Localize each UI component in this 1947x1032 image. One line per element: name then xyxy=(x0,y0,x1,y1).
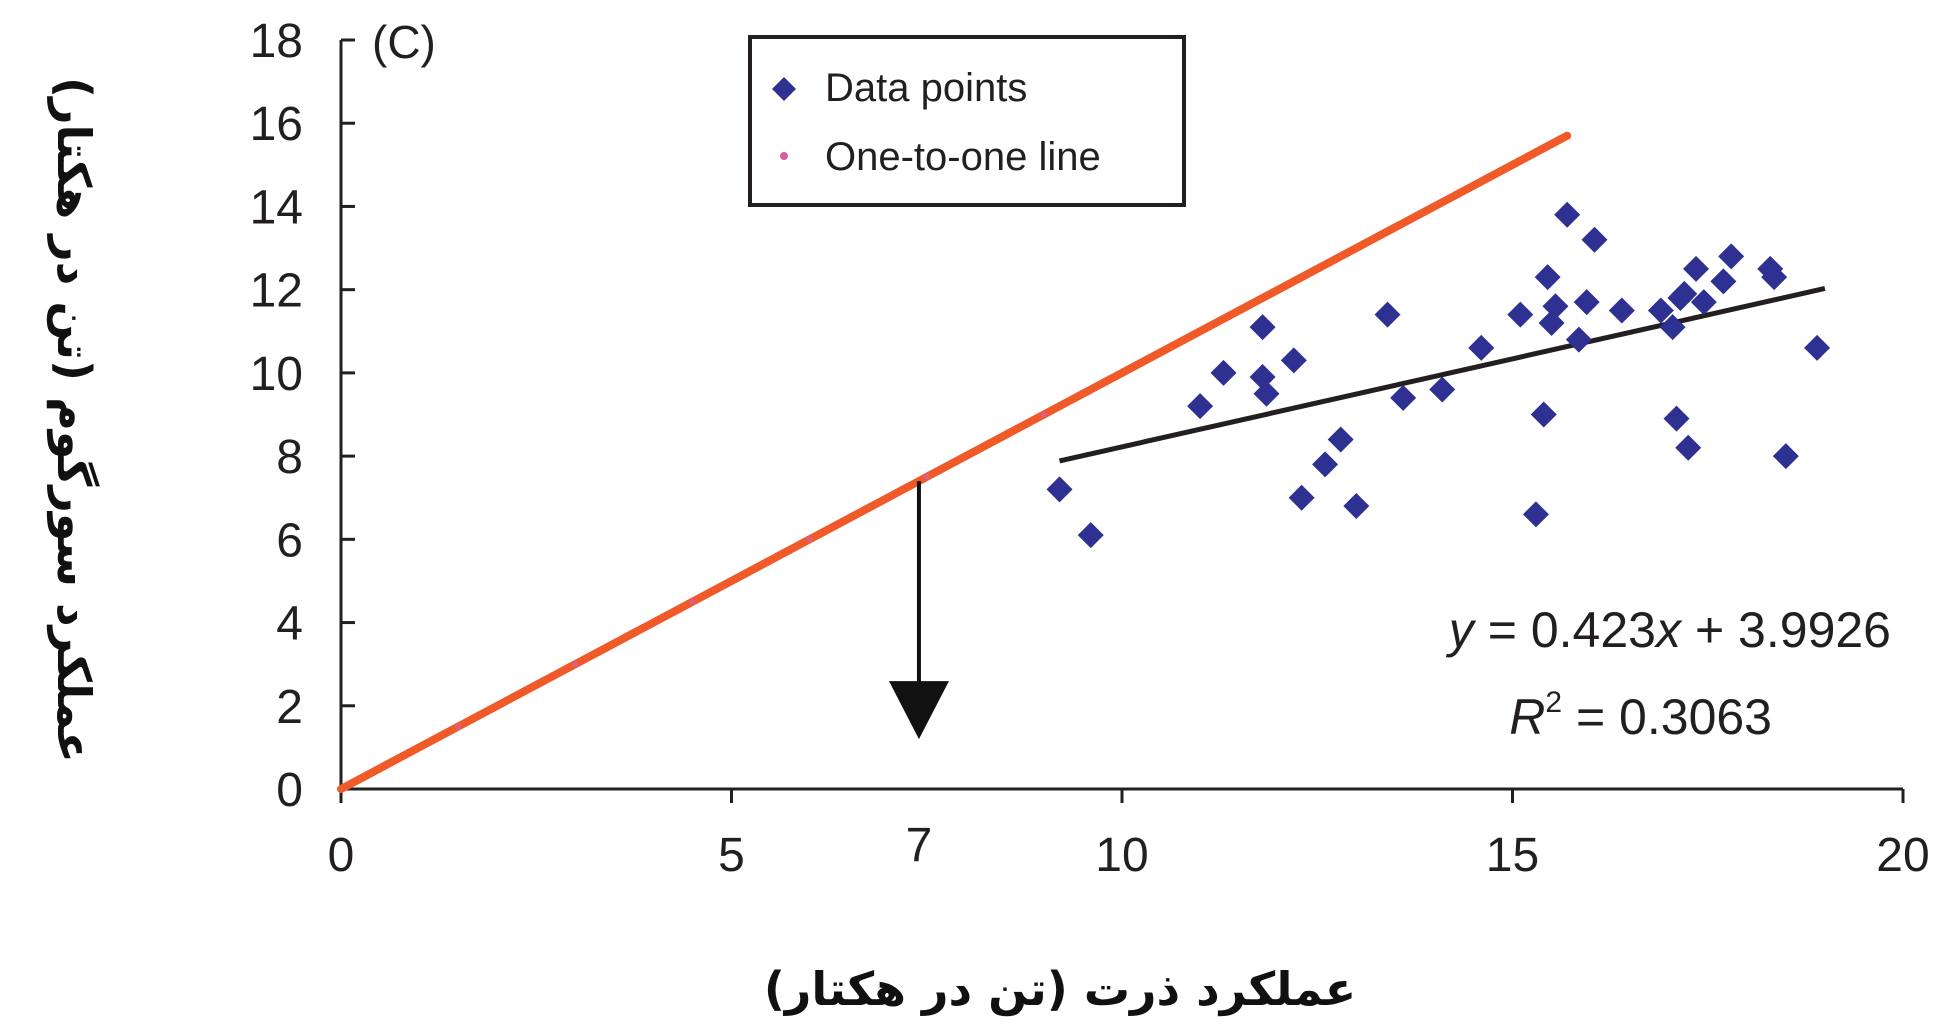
data-point xyxy=(1565,326,1592,353)
x-tick-label: 15 xyxy=(1486,829,1539,882)
r-squared-value: = 0.3063 xyxy=(1562,689,1772,745)
data-point xyxy=(1343,493,1370,520)
data-point xyxy=(1288,484,1315,511)
data-point xyxy=(1554,201,1581,228)
y-tick-label: 2 xyxy=(276,681,303,734)
data-point xyxy=(1581,226,1608,253)
data-point xyxy=(1675,434,1702,461)
y-tick-label: 12 xyxy=(250,265,303,318)
arrow-head xyxy=(888,681,949,740)
legend: Data points One-to-one line xyxy=(748,35,1186,207)
equation-y: y xyxy=(1446,602,1477,658)
legend-entry-one-to-one: One-to-one line xyxy=(825,135,1101,179)
y-tick-label: 14 xyxy=(250,181,303,234)
data-point xyxy=(1573,289,1600,316)
x-tick-label: 10 xyxy=(1095,829,1148,882)
arrow-label: 7 xyxy=(906,819,933,872)
data-point xyxy=(1542,293,1569,320)
y-tick-label: 0 xyxy=(276,764,303,817)
data-point xyxy=(1647,297,1674,324)
legend-box xyxy=(748,35,1186,207)
one-to-one-point xyxy=(923,473,930,480)
panel-label: (C) xyxy=(372,16,436,68)
data-point xyxy=(1210,359,1237,386)
equation-middle: = 0.423 xyxy=(1488,602,1656,658)
x-ticks: 0 5 10 15 20 xyxy=(328,789,1930,882)
one-to-one-point xyxy=(689,598,696,605)
y-axis-title: عملکرد سورگوم (تن در هکتار) xyxy=(47,77,101,763)
legend-diamond-marker xyxy=(772,77,796,101)
y-tick-label: 6 xyxy=(276,514,303,567)
data-point xyxy=(1772,443,1799,470)
data-point xyxy=(1187,393,1214,420)
data-point xyxy=(1312,451,1339,478)
data-point xyxy=(1718,243,1745,270)
regression-equation: y = 0.423x + 3.9926 xyxy=(1446,602,1891,658)
data-point xyxy=(1534,264,1561,291)
y-tick-label: 4 xyxy=(276,598,303,651)
data-point xyxy=(1429,376,1456,403)
r-squared: R2 = 0.3063 xyxy=(1509,686,1772,745)
data-point xyxy=(1046,476,1073,503)
one-to-one-point xyxy=(455,723,462,730)
data-point xyxy=(1374,301,1401,328)
data-point xyxy=(1522,501,1549,528)
y-ticks: 0 2 4 6 8 10 12 14 16 18 xyxy=(250,15,355,817)
legend-entry-data-points: Data points xyxy=(825,66,1027,110)
data-point xyxy=(1671,280,1698,307)
data-point xyxy=(1804,334,1831,361)
one-to-one-markers xyxy=(455,411,1047,730)
equation-tail: + 3.9926 xyxy=(1695,602,1891,658)
one-to-one-point xyxy=(572,661,579,668)
data-point xyxy=(1690,289,1717,316)
one-to-one-point xyxy=(1040,411,1047,418)
r-squared-exponent: 2 xyxy=(1545,686,1562,719)
data-point xyxy=(1530,401,1557,428)
data-point xyxy=(1327,426,1354,453)
data-point xyxy=(1608,297,1635,324)
data-point xyxy=(1683,255,1710,282)
x-tick-label: 20 xyxy=(1876,829,1929,882)
x-axis-title: عملکرد ذرت (تن در هکتار) xyxy=(764,962,1356,1016)
y-tick-label: 10 xyxy=(250,348,303,401)
data-point xyxy=(1390,384,1417,411)
legend-diamond-shape xyxy=(772,77,796,101)
data-point xyxy=(1663,405,1690,432)
trendline xyxy=(1058,285,1826,464)
data-points xyxy=(1046,201,1831,549)
data-point xyxy=(1249,314,1276,341)
data-point xyxy=(1710,268,1737,295)
equation-x: x xyxy=(1654,602,1683,658)
one-to-one-line xyxy=(337,131,1572,793)
data-point xyxy=(1507,301,1534,328)
r-squared-r: R xyxy=(1509,689,1545,745)
data-point xyxy=(1253,380,1280,407)
data-point xyxy=(1077,522,1104,549)
y-tick-label: 8 xyxy=(276,431,303,484)
y-tick-label: 16 xyxy=(250,98,303,151)
data-point xyxy=(1761,264,1788,291)
data-point xyxy=(1468,334,1495,361)
data-point xyxy=(1659,314,1686,341)
data-point xyxy=(1280,347,1307,374)
y-tick-label: 18 xyxy=(250,15,303,68)
x-tick-label: 0 xyxy=(328,829,355,882)
x-tick-label: 5 xyxy=(718,829,745,882)
one-to-one-point xyxy=(806,536,813,543)
legend-one-to-one-marker xyxy=(780,152,788,160)
